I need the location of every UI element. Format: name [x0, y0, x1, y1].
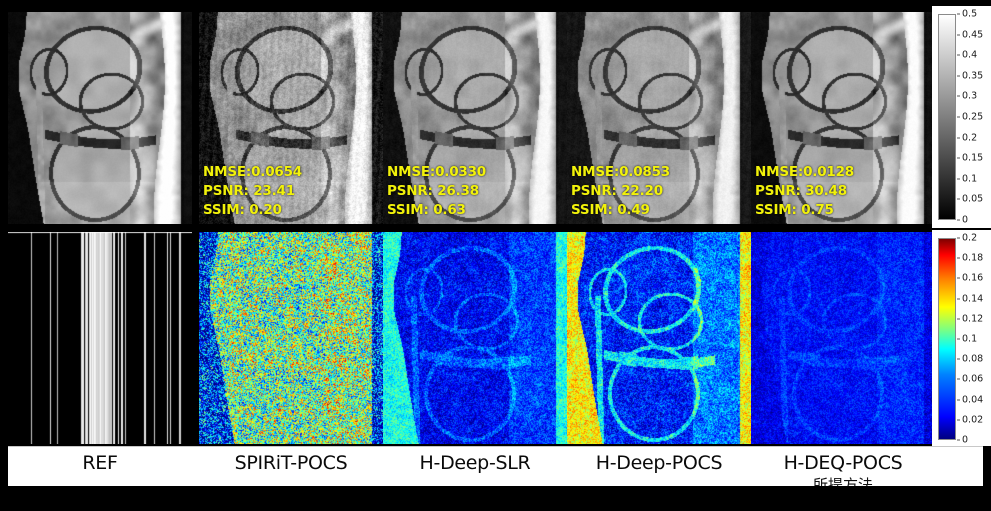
nmse-value: 0.0128 — [803, 163, 854, 180]
psnr-value: 23.41 — [253, 182, 295, 199]
colorbar-tick: 0.12 — [957, 313, 983, 324]
ssim-label: SSIM: — [571, 201, 613, 218]
right-margin-band — [983, 446, 991, 486]
error-map-image — [199, 232, 383, 444]
ssim-label: SSIM: — [387, 201, 429, 218]
left-margin-band — [0, 446, 8, 486]
nmse-value: 0.0853 — [619, 163, 670, 180]
panel-spirit-pocs-error — [199, 232, 383, 444]
grayscale-colorbar: 0.5 0.45 0.4 0.35 0.3 0.25 0.2 0.15 0.1 0.05 0 — [938, 9, 991, 226]
column-label-spirit-pocs: SPIRiT-POCS — [234, 452, 348, 474]
mri-image — [383, 12, 567, 224]
panel-h-deep-slr-error — [383, 232, 567, 444]
bottom-black-band — [0, 486, 991, 511]
panel-spirit-pocs-recon: NMSE:0.0654 PSNR: 23.41 SSIM: 0.20 — [199, 12, 383, 224]
metrics-overlay-h-deq-pocs: NMSE:0.0128 PSNR: 30.48 SSIM: 0.75 — [755, 163, 854, 220]
jet-colorbar-frame — [938, 238, 956, 440]
grayscale-colorbar-frame — [938, 14, 956, 220]
colorbar-tick: 0.14 — [957, 293, 983, 304]
error-map-image — [751, 232, 935, 444]
nmse-label: NMSE: — [203, 163, 252, 180]
colorbar-tick: 0 — [957, 435, 968, 446]
metrics-overlay-h-deep-slr: NMSE:0.0330 PSNR: 26.38 SSIM: 0.63 — [387, 163, 486, 220]
ssim-value: 0.75 — [801, 201, 834, 218]
column-sublabel-h-deq-pocs: 所提方法 — [812, 477, 873, 487]
colorbar-tick: 0.25 — [957, 112, 983, 123]
grayscale-colorbar-ticks: 0.5 0.45 0.4 0.35 0.3 0.25 0.2 0.15 0.1 0.05 0 — [957, 9, 991, 226]
column-label-strip: REF SPIRiT-POCS H-Deep-SLR H-Deep-POCS H… — [0, 446, 991, 487]
mri-image — [751, 12, 935, 224]
colorbar-tick: 0.3 — [957, 91, 977, 102]
error-map-image — [567, 232, 751, 444]
panel-grid: NMSE:0.0654 PSNR: 23.41 SSIM: 0.20 NMSE:… — [8, 12, 935, 444]
ssim-label: SSIM: — [203, 201, 245, 218]
colorbar-tick: 0.35 — [957, 70, 983, 81]
psnr-label: PSNR: — [387, 182, 433, 199]
panel-h-deep-pocs-recon: NMSE:0.0853 PSNR: 22.20 SSIM: 0.49 — [567, 12, 751, 224]
jet-colorbar-gradient — [939, 239, 955, 439]
ssim-value: 0.20 — [249, 201, 282, 218]
psnr-value: 26.38 — [437, 182, 479, 199]
error-map-image — [383, 232, 567, 444]
colorbar-tick: 0.1 — [957, 173, 977, 184]
colorbar-tick: 0.02 — [957, 414, 983, 425]
colorbar-tick: 0.1 — [957, 334, 977, 345]
colorbar-tick: 0.4 — [957, 50, 977, 61]
panel-h-deq-pocs-recon: NMSE:0.0128 PSNR: 30.48 SSIM: 0.75 — [751, 12, 935, 224]
column-label-h-deq-pocs: H-DEQ-POCS — [783, 452, 903, 474]
colorbar-tick: 0.04 — [957, 394, 983, 405]
panel-h-deep-pocs-error — [567, 232, 751, 444]
mri-image — [567, 12, 751, 224]
colorbar-tick: 0.06 — [957, 374, 983, 385]
ssim-value: 0.63 — [433, 201, 466, 218]
psnr-label: PSNR: — [203, 182, 249, 199]
metrics-overlay-h-deep-pocs: NMSE:0.0853 PSNR: 22.20 SSIM: 0.49 — [571, 163, 670, 220]
ssim-label: SSIM: — [755, 201, 797, 218]
colorbar-tick: 0.18 — [957, 253, 983, 264]
colorbar-tick: 0.15 — [957, 153, 983, 164]
mri-image — [199, 12, 383, 224]
nmse-value: 0.0654 — [251, 163, 302, 180]
colorbar-tick: 0.05 — [957, 194, 983, 205]
grayscale-colorbar-gradient — [939, 15, 955, 219]
psnr-value: 22.20 — [621, 182, 663, 199]
panel-h-deq-pocs-error — [751, 232, 935, 444]
column-label-ref: REF — [82, 452, 118, 474]
nmse-label: NMSE: — [571, 163, 620, 180]
nmse-label: NMSE: — [755, 163, 804, 180]
colorbar-tick: 0.08 — [957, 354, 983, 365]
mri-image — [8, 12, 192, 224]
panel-h-deep-slr-recon: NMSE:0.0330 PSNR: 26.38 SSIM: 0.63 — [383, 12, 567, 224]
colorbar-tick: 0.16 — [957, 273, 983, 284]
jet-colorbar-ticks: 0.2 0.18 0.16 0.14 0.12 0.1 0.08 0.06 0.04 0.02 0 — [957, 233, 991, 446]
column-label-h-deep-pocs: H-Deep-POCS — [595, 452, 723, 474]
psnr-label: PSNR: — [571, 182, 617, 199]
colorbar-tick: 0.5 — [957, 9, 977, 20]
nmse-value: 0.0330 — [435, 163, 486, 180]
colorbar-tick: 0.2 — [957, 132, 977, 143]
colorbar-tick: 0.2 — [957, 233, 977, 244]
nmse-label: NMSE: — [387, 163, 436, 180]
colorbar-tick: 0.45 — [957, 29, 983, 40]
colorbar-tick: 0 — [957, 215, 968, 226]
panel-ref-recon — [8, 12, 192, 224]
column-label-h-deep-slr: H-Deep-SLR — [419, 452, 531, 474]
metrics-overlay-spirit-pocs: NMSE:0.0654 PSNR: 23.41 SSIM: 0.20 — [203, 163, 302, 220]
ssim-value: 0.49 — [617, 201, 650, 218]
panel-ref-sampling-mask — [8, 232, 192, 444]
sampling-mask-image — [8, 232, 192, 444]
psnr-label: PSNR: — [755, 182, 801, 199]
psnr-value: 30.48 — [805, 182, 847, 199]
jet-colorbar: 0.2 0.18 0.16 0.14 0.12 0.1 0.08 0.06 0.04 0.02 0 — [938, 233, 991, 446]
